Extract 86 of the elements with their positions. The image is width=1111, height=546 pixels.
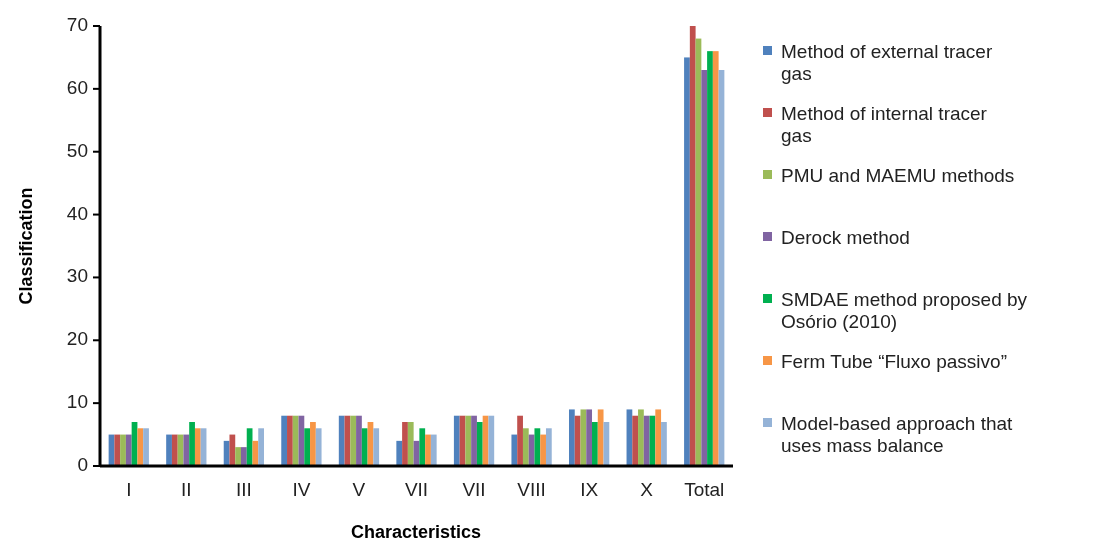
y-tick-label: 30 — [66, 265, 88, 287]
bar — [338, 415, 345, 466]
bar — [574, 415, 581, 466]
bar — [569, 409, 575, 466]
bar — [689, 26, 696, 466]
y-tick-label: 40 — [66, 202, 88, 224]
bar — [638, 409, 644, 466]
bar — [171, 434, 178, 466]
bar — [361, 428, 368, 466]
bar — [597, 409, 604, 466]
bar — [712, 51, 719, 466]
legend-label: Method of external tracer gas — [781, 41, 993, 85]
bar — [407, 422, 414, 466]
x-tick-label: V — [352, 479, 366, 500]
x-tick-label: X — [640, 479, 654, 500]
bar — [402, 422, 408, 466]
bar — [701, 70, 708, 466]
x-tick-label: IX — [580, 479, 599, 500]
bar — [356, 415, 362, 466]
x-tick-label: II — [181, 479, 192, 500]
x-axis-title: Characteristics — [350, 522, 482, 542]
y-axis-title: Classification — [16, 187, 36, 305]
bar — [292, 415, 299, 466]
x-tick-label: Total — [684, 479, 725, 500]
bar — [315, 428, 322, 466]
bar — [592, 422, 598, 466]
y-tick-label: 20 — [66, 328, 88, 350]
legend-label: SMDAE method proposed by Osório (2010) — [781, 289, 1028, 333]
y-tick-label: 70 — [66, 14, 88, 36]
bar — [240, 447, 247, 466]
bar — [350, 415, 357, 466]
bar — [425, 434, 431, 466]
bar — [632, 415, 639, 466]
bar — [114, 434, 121, 466]
legend-label: Ferm Tube “Fluxo passivo” — [781, 351, 1007, 373]
bar — [655, 409, 662, 466]
bar — [143, 428, 149, 466]
bar — [396, 440, 403, 466]
legend-label: Derock method — [781, 227, 910, 249]
bar — [488, 415, 495, 466]
legend-label: PMU and MAEMU methods — [781, 165, 1015, 187]
bar — [586, 409, 593, 466]
bar — [194, 428, 201, 466]
bar — [643, 415, 650, 466]
bar — [373, 428, 380, 466]
bar — [465, 415, 472, 466]
bar — [189, 422, 195, 466]
bar — [287, 415, 293, 466]
bar — [522, 428, 529, 466]
bar — [235, 447, 241, 466]
bar — [540, 434, 546, 466]
y-tick-label: 0 — [77, 454, 88, 476]
x-tick-label: III — [235, 479, 252, 500]
bar — [471, 415, 477, 466]
y-tick-label: 50 — [66, 139, 88, 161]
bar — [545, 428, 552, 466]
x-tick-label: VII — [462, 479, 486, 500]
x-tick-label: IV — [292, 479, 311, 500]
bar — [661, 422, 667, 466]
bar — [430, 434, 437, 466]
bar — [419, 428, 426, 466]
bar — [120, 434, 126, 466]
bar — [281, 415, 288, 466]
bar — [183, 434, 190, 466]
bar — [453, 415, 460, 466]
bar — [125, 434, 132, 466]
legend-label: Model-based approach that uses mass balance — [781, 413, 1014, 457]
bar — [534, 428, 541, 466]
bar — [476, 422, 483, 466]
bar — [304, 428, 311, 466]
bar — [684, 57, 690, 466]
legend-label: Method of internal tracer gas — [781, 103, 988, 147]
bar — [258, 428, 264, 466]
x-tick-label: VIII — [517, 479, 546, 500]
bar — [137, 428, 144, 466]
y-tick-label: 10 — [66, 391, 88, 413]
bar — [229, 434, 236, 466]
x-tick-label: I — [126, 479, 132, 500]
bar — [166, 434, 172, 466]
bar — [511, 434, 518, 466]
bar — [517, 415, 523, 466]
bar — [707, 51, 713, 466]
y-tick-label: 60 — [66, 76, 88, 98]
bar — [252, 440, 259, 466]
bar — [310, 422, 316, 466]
x-tick-label: VII — [404, 479, 429, 500]
